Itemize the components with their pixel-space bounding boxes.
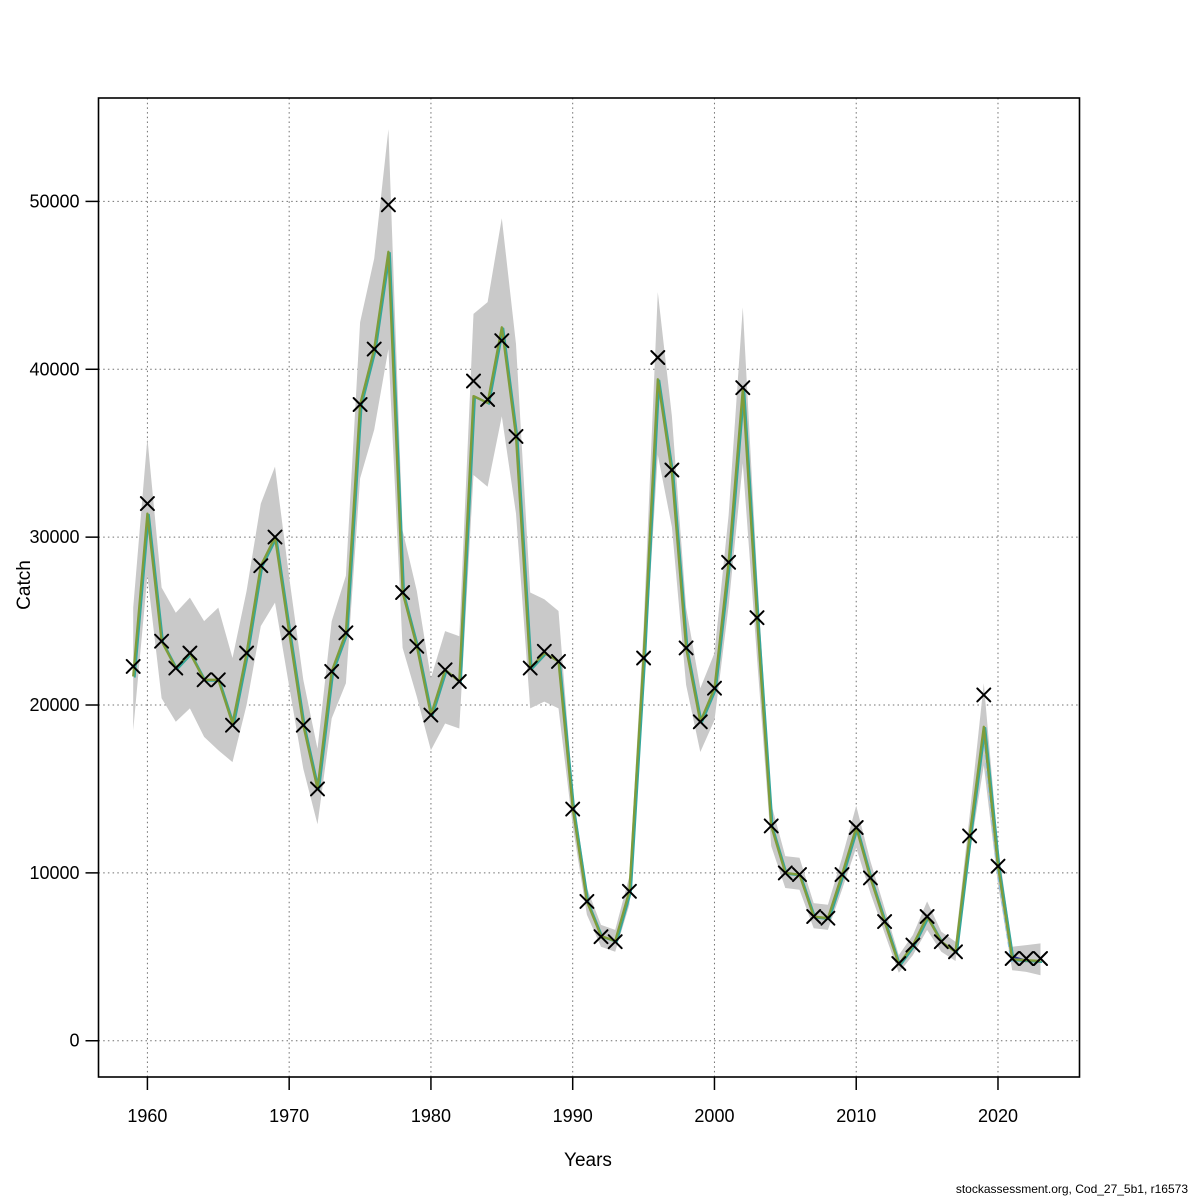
observed-catch-marker bbox=[806, 909, 822, 924]
observed-catch-marker bbox=[1033, 951, 1048, 966]
observed-catch-marker bbox=[409, 638, 425, 654]
observed-catch-marker bbox=[721, 554, 737, 570]
y-axis-label: Catch bbox=[14, 560, 35, 610]
observed-catch-marker bbox=[536, 643, 552, 659]
observed-catch-marker bbox=[225, 717, 240, 733]
observed-catch-marker bbox=[848, 820, 864, 835]
observed-catch-marker bbox=[480, 392, 496, 407]
observed-catch-marker bbox=[522, 660, 538, 676]
observed-catch-marker bbox=[962, 828, 978, 844]
observed-catch-marker bbox=[707, 680, 722, 696]
observed-catch-marker bbox=[990, 858, 1006, 874]
observed-catch-marker bbox=[139, 496, 155, 512]
observed-catch-marker bbox=[820, 910, 836, 926]
observed-catch-marker bbox=[253, 558, 269, 574]
observed-catch-marker bbox=[777, 865, 793, 881]
observed-catch-marker bbox=[565, 801, 581, 817]
y-tick-label: 50000 bbox=[29, 191, 79, 211]
observed-catch-marker bbox=[593, 929, 609, 945]
observed-catch-marker bbox=[508, 428, 524, 444]
observed-catch-marker bbox=[976, 687, 992, 703]
observed-catch-marker bbox=[182, 645, 198, 661]
observed-catch-marker bbox=[891, 956, 907, 971]
observed-catch-marker bbox=[324, 663, 340, 679]
x-axis-label: Years bbox=[564, 1150, 612, 1171]
observed-catch-marker bbox=[834, 867, 850, 883]
x-tick-label: 1960 bbox=[127, 1106, 167, 1126]
y-tick-label: 0 bbox=[69, 1031, 79, 1051]
observed-catch-marker bbox=[607, 934, 623, 950]
observed-catch-marker bbox=[1018, 951, 1034, 966]
observed-catch-marker bbox=[380, 197, 396, 213]
observed-catch-marker bbox=[579, 893, 595, 909]
observed-catch-marker bbox=[877, 914, 893, 930]
observed-catch-marker bbox=[196, 672, 212, 688]
footer-citation: stockassessment.org, Cod_27_5b1, r16573 bbox=[955, 1182, 1188, 1196]
observed-catch-marker bbox=[678, 640, 694, 656]
observed-catch-marker bbox=[310, 781, 325, 797]
y-tick-label: 40000 bbox=[29, 359, 79, 379]
y-tick-label: 30000 bbox=[29, 527, 79, 547]
x-tick-label: 2020 bbox=[978, 1106, 1018, 1126]
observed-catch-marker bbox=[735, 380, 751, 396]
observed-catch-marker bbox=[763, 818, 779, 834]
observed-catch-marker bbox=[749, 610, 765, 626]
observed-catch-marker bbox=[168, 660, 184, 676]
observed-catch-marker bbox=[494, 333, 510, 349]
observed-catch-marker bbox=[281, 625, 297, 641]
observed-catch-marker bbox=[905, 937, 921, 953]
observed-catch-marker bbox=[792, 867, 807, 883]
observed-catch-marker bbox=[636, 650, 652, 666]
observed-catch-marker bbox=[919, 909, 935, 924]
observed-catch-marker bbox=[366, 341, 382, 357]
observed-catch-marker bbox=[295, 717, 311, 733]
observed-catch-marker bbox=[239, 645, 255, 661]
observed-catch-marker bbox=[692, 714, 708, 730]
x-tick-label: 1970 bbox=[269, 1106, 309, 1126]
observed-catch-marker bbox=[154, 633, 170, 649]
observed-catch-marker bbox=[352, 397, 368, 412]
observed-catch-marker bbox=[423, 707, 439, 723]
observed-catch-marker bbox=[210, 672, 226, 688]
observed-catch-marker bbox=[267, 529, 283, 545]
observed-catch-marker bbox=[338, 625, 354, 641]
observed-catch-marker bbox=[621, 883, 637, 899]
observed-catch-marker bbox=[451, 674, 467, 689]
plot-box bbox=[97, 97, 1081, 1078]
observed-catch-marker bbox=[933, 934, 949, 950]
x-tick-label: 2000 bbox=[694, 1106, 734, 1126]
x-tick-label: 1980 bbox=[411, 1106, 451, 1126]
observed-catch-marker bbox=[466, 373, 481, 389]
observed-catch-marker bbox=[862, 870, 878, 886]
observed-catch-marker bbox=[437, 662, 453, 678]
x-tick-label: 1990 bbox=[553, 1106, 593, 1126]
confidence-band bbox=[133, 129, 1041, 976]
observed-catch-marker bbox=[125, 658, 141, 674]
y-tick-label: 20000 bbox=[29, 695, 79, 715]
observed-catch-marker bbox=[1004, 951, 1020, 966]
observed-catch-marker bbox=[551, 653, 566, 669]
observed-catch-marker bbox=[395, 585, 411, 600]
x-tick-label: 2010 bbox=[836, 1106, 876, 1126]
y-tick-label: 10000 bbox=[29, 863, 79, 883]
observed-catch-marker bbox=[650, 350, 666, 365]
observed-catch-marker bbox=[664, 462, 680, 478]
observed-catch-marker bbox=[948, 944, 963, 960]
